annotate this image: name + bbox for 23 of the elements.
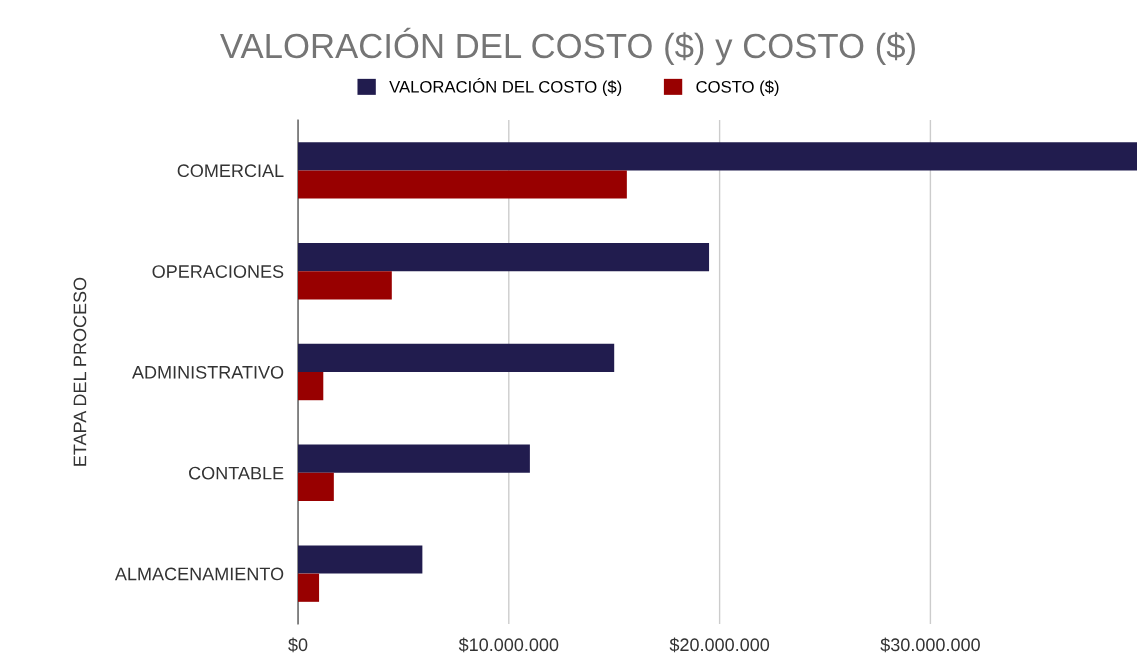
y-tick-label: OPERACIONES: [152, 265, 284, 278]
y-tick-label: ALMACENAMIENTO: [114, 567, 284, 581]
x-tick-label: $30.000.000: [880, 637, 980, 653]
legend-label: VALORACIÓN DEL COSTO ($): [389, 78, 622, 96]
bar: [298, 271, 392, 300]
bar: [298, 444, 530, 473]
y-tick-label: COMERCIAL: [177, 164, 284, 178]
bar: [298, 242, 710, 272]
x-tick-label: $0: [288, 637, 308, 653]
x-tick-label: $20.000.000: [669, 637, 770, 653]
y-tick-label: ADMINISTRATIVO: [132, 365, 284, 379]
chart-title: VALORACIÓN DEL COSTO ($) y COSTO ($): [220, 27, 915, 66]
bar: [298, 573, 320, 602]
bar: [298, 545, 423, 574]
y-tick-label: CONTABLE: [189, 466, 284, 480]
legend-label: COSTO ($): [696, 80, 779, 96]
y-axis-title: ETAPA DEL PROCESO: [73, 277, 87, 466]
bar: [298, 170, 627, 199]
bar: [298, 142, 1137, 171]
bar: [298, 343, 615, 372]
bar: [298, 472, 334, 502]
bar: [298, 372, 324, 401]
x-tick-label: $10.000.000: [458, 637, 559, 653]
